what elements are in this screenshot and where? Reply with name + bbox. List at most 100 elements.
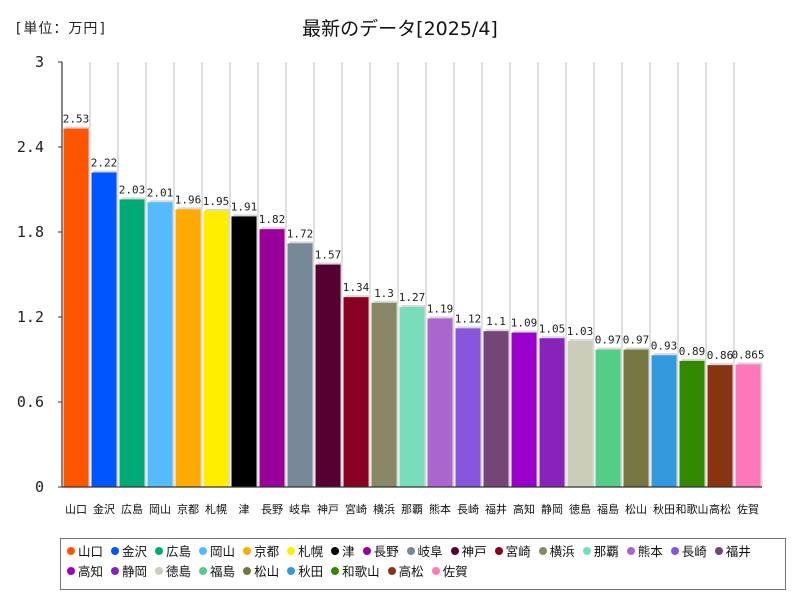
value-label: 1.12 [455, 312, 482, 325]
category-label: 横浜 [373, 502, 395, 516]
legend-item: 高松 [387, 562, 424, 582]
legend-label: 福井 [725, 544, 751, 559]
value-label: 1.27 [399, 291, 426, 304]
category-label: 佐賀 [737, 502, 759, 516]
legend-swatch [362, 547, 371, 555]
legend-item: 神戸 [450, 542, 487, 562]
category-label: 広島 [121, 502, 143, 516]
category-label: 津 [239, 503, 250, 516]
category-label: 札幌 [205, 502, 227, 516]
legend-label: 津 [342, 544, 355, 559]
legend-label: 宮崎 [505, 544, 531, 559]
value-label: 1.1 [486, 315, 506, 328]
category-label: 熊本 [429, 502, 451, 516]
value-label: 2.01 [147, 186, 174, 199]
bar-宮崎 [343, 297, 369, 487]
legend-swatch [287, 567, 296, 575]
value-label: 1.09 [511, 317, 538, 330]
bar-静岡 [539, 338, 565, 487]
category-label: 那覇 [401, 503, 423, 516]
legend-item: 和歌山 [331, 562, 380, 582]
legend-item: 秋田 [287, 562, 323, 582]
legend-item: 長崎 [670, 542, 707, 562]
legend-item: 熊本 [626, 542, 663, 562]
legend-swatch [670, 547, 679, 555]
bar-和歌山 [679, 360, 705, 487]
category-label: 高松 [709, 502, 731, 516]
legend-label: 熊本 [637, 544, 663, 559]
legend-label: 広島 [166, 544, 192, 559]
bar-山口 [63, 128, 89, 488]
legend-swatch [387, 567, 396, 575]
bar-佐賀 [735, 364, 761, 487]
legend-item: 佐賀 [431, 562, 468, 582]
legend-swatch [431, 567, 440, 575]
legend-item: 長野 [362, 542, 399, 562]
value-label: 0.93 [651, 339, 678, 352]
value-label: 0.97 [595, 334, 622, 347]
bar-津 [231, 216, 257, 487]
value-label: 1.19 [427, 302, 454, 315]
category-label: 和歌山 [676, 502, 709, 516]
bar-長崎 [455, 328, 481, 487]
bar-高松 [707, 365, 733, 487]
legend-item: 高知 [67, 562, 103, 582]
legend-item: 岡山 [199, 542, 235, 562]
legend-item: 松山 [243, 562, 279, 582]
category-label: 福井 [485, 502, 507, 516]
value-label: 0.865 [731, 348, 764, 361]
legend-swatch [155, 547, 164, 555]
category-label: 金沢 [93, 502, 115, 516]
legend-item: 山口 [67, 542, 103, 562]
legend-item: 横浜 [538, 542, 575, 562]
category-label: 京都 [177, 502, 199, 516]
category-label: 徳島 [569, 502, 591, 516]
legend-item: 札幌 [287, 542, 323, 562]
legend-label: 高知 [78, 564, 104, 579]
category-label: 福島 [597, 502, 619, 516]
legend-label: 秋田 [298, 564, 324, 579]
legend-swatch [714, 547, 723, 555]
bar-横浜 [371, 302, 397, 487]
legend-item: 那覇 [582, 542, 619, 562]
axis-layer [58, 61, 762, 488]
legend-swatch [538, 547, 547, 555]
value-label: 1.3 [374, 287, 394, 300]
unit-label: [単位：万円] [14, 21, 108, 37]
legend-label: 松山 [254, 564, 280, 579]
category-label: 岐阜 [289, 503, 311, 516]
legend-swatch [450, 547, 459, 555]
legend-swatch [111, 567, 120, 575]
legend-label: 徳島 [166, 564, 192, 579]
bar-高知 [511, 332, 537, 487]
legend-label: 高松 [398, 564, 424, 579]
y-tick-label: 1.8 [17, 223, 44, 241]
bar-札幌 [203, 210, 229, 487]
value-label: 1.91 [231, 200, 258, 213]
category-label: 長野 [261, 503, 283, 516]
y-tick-label: 1.2 [17, 308, 44, 326]
bar-松山 [623, 349, 649, 487]
bar-徳島 [567, 341, 593, 487]
bar-神戸 [315, 264, 341, 487]
legend-swatch [155, 567, 164, 575]
bar-金沢 [91, 172, 117, 487]
legend-label: 横浜 [549, 544, 575, 559]
legend-swatch [111, 547, 120, 555]
legend-swatch [199, 547, 208, 555]
legend-label: 佐賀 [442, 564, 468, 579]
value-label: 0.97 [623, 334, 650, 347]
value-label: 1.95 [203, 195, 230, 208]
legend-swatch [494, 547, 503, 555]
category-label: 岡山 [149, 503, 171, 516]
legend-label: 札幌 [298, 544, 324, 559]
bar-福井 [483, 331, 509, 487]
bar-京都 [175, 209, 201, 488]
legend-swatch [582, 547, 591, 555]
chart-title: 最新のデータ[2025/4] [302, 18, 498, 40]
value-label: 1.72 [287, 227, 314, 240]
legend-swatch [331, 547, 340, 555]
y-tick-label: 2.4 [17, 138, 44, 156]
category-label: 静岡 [541, 502, 563, 516]
value-label: 1.96 [175, 193, 202, 206]
